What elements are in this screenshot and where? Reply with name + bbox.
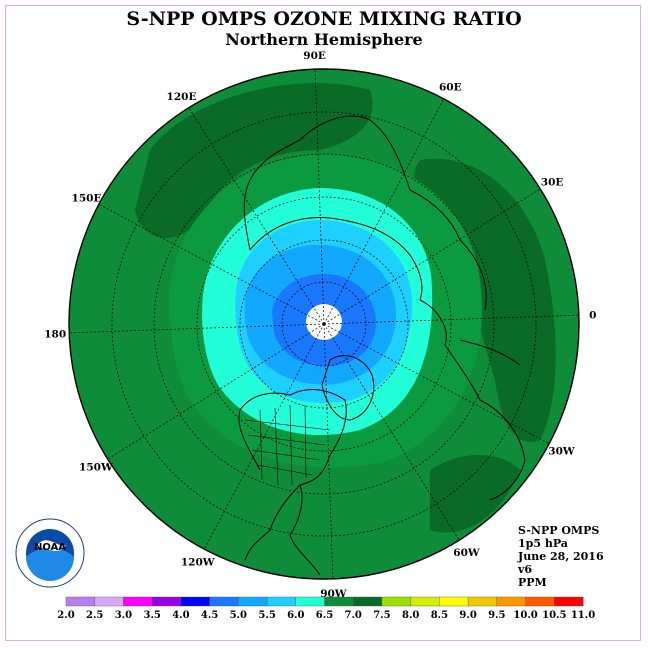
legend-swatch-3.0: [123, 596, 153, 607]
meridian-30e: [323, 188, 541, 325]
longitude-label-60e: 60E: [439, 82, 462, 94]
legend-swatch-10.5: [554, 596, 584, 607]
legend-swatch-6.0: [295, 596, 325, 607]
info-instrument: S-NPP OMPS: [518, 524, 600, 537]
legend-label-5.0: 5.0: [230, 610, 247, 621]
legend-swatch-7.0: [353, 596, 383, 607]
noaa-logo-text: NOAA: [34, 542, 66, 553]
legend-swatch-9.5: [496, 596, 526, 607]
legend-label-11.0: 11.0: [571, 610, 595, 621]
legend-label-7.5: 7.5: [373, 610, 390, 621]
legend-swatch-8.5: [439, 596, 469, 607]
map-subtitle: Northern Hemisphere: [225, 30, 423, 49]
coastlines: [238, 115, 526, 576]
meridian-150e: [98, 203, 325, 325]
legend-label-8.0: 8.0: [402, 610, 419, 621]
latitude-circles: [111, 111, 537, 537]
meridian-30w: [323, 323, 550, 445]
longitude-meridians: [69, 69, 579, 579]
legend-label-9.0: 9.0: [459, 610, 476, 621]
meridian-90w: [323, 323, 334, 579]
meridian-120e: [188, 107, 325, 325]
longitude-label-120w: 120W: [181, 557, 215, 569]
info-version: v6: [518, 563, 533, 576]
legend-swatch-9.0: [467, 596, 498, 607]
legend-swatch-5.5: [266, 596, 297, 607]
meridian-150w: [107, 323, 325, 460]
legend-swatch-10.0: [525, 596, 555, 607]
legend-labels: 2.0 2.5 3.0 3.5 4.0 4.5 5.0 5.5 6.0 6.5 7.0 7.5 8.0 8…: [57, 610, 595, 621]
meridian-0: [323, 314, 579, 325]
legend-swatch-2.5: [94, 596, 124, 607]
ozone-contour-7p0-atlantic: [430, 455, 520, 533]
longitude-label-0: 0: [589, 310, 596, 322]
meridian-60w: [323, 323, 460, 541]
longitude-label-120e: 120E: [167, 91, 197, 103]
legend-swatch-7.5: [381, 596, 412, 607]
ozone-contour-7p0-pacific: [135, 83, 373, 239]
legend-colorbar: [65, 596, 584, 607]
legend-label-10.0: 10.0: [513, 610, 537, 621]
legend-swatch-8.0: [410, 596, 440, 607]
longitude-label-90w: 90W: [320, 588, 347, 600]
map-title: S-NPP OMPS OZONE MIXING RATIO: [126, 8, 522, 30]
legend-label-4.0: 4.0: [172, 610, 189, 621]
map-boundary: [68, 68, 580, 580]
longitude-label-30w: 30W: [548, 445, 575, 457]
legend-swatch-2.0: [65, 596, 96, 607]
legend-swatch-3.5: [151, 596, 182, 607]
legend-label-2.0: 2.0: [57, 610, 74, 621]
longitude-label-30e: 30E: [541, 177, 564, 189]
longitude-label-150e: 150E: [72, 193, 102, 205]
legend-label-10.5: 10.5: [542, 610, 566, 621]
legend-swatch-4.5: [209, 596, 239, 607]
legend-label-9.5: 9.5: [488, 610, 505, 621]
longitude-label-90e: 90E: [303, 50, 326, 62]
longitude-label-150w: 150W: [79, 462, 113, 474]
meridian-120w: [203, 323, 325, 550]
meridian-60e: [323, 98, 445, 325]
legend-label-3.5: 3.5: [143, 610, 160, 621]
figure-frame: [5, 5, 641, 641]
legend-label-8.5: 8.5: [431, 610, 448, 621]
legend-label-2.5: 2.5: [86, 610, 103, 621]
info-units: PPM: [518, 576, 547, 589]
legend-label-6.5: 6.5: [316, 610, 333, 621]
noaa-logo: NOAA: [15, 518, 85, 588]
meridian-90e: [314, 69, 325, 325]
longitude-label-60w: 60W: [453, 547, 480, 559]
us-state-lines: [244, 404, 331, 486]
legend-swatch-5.0: [238, 596, 268, 607]
legend-label-4.5: 4.5: [201, 610, 218, 621]
longitude-labels: 90E 60E 30E 0 30W 60W 90W 120W 150W 180 150E 120E: [44, 50, 596, 600]
longitude-label-180: 180: [44, 328, 66, 340]
legend-label-7.0: 7.0: [344, 610, 361, 621]
info-level: 1p5 hPa: [518, 537, 568, 550]
legend-label-5.5: 5.5: [258, 610, 275, 621]
legend-label-6.0: 6.0: [287, 610, 304, 621]
legend-swatch-6.5: [324, 596, 354, 607]
info-date: June 28, 2016: [518, 550, 604, 563]
legend-label-3.0: 3.0: [115, 610, 132, 621]
meridian-180: [69, 323, 325, 334]
legend-swatch-4.0: [180, 596, 211, 607]
